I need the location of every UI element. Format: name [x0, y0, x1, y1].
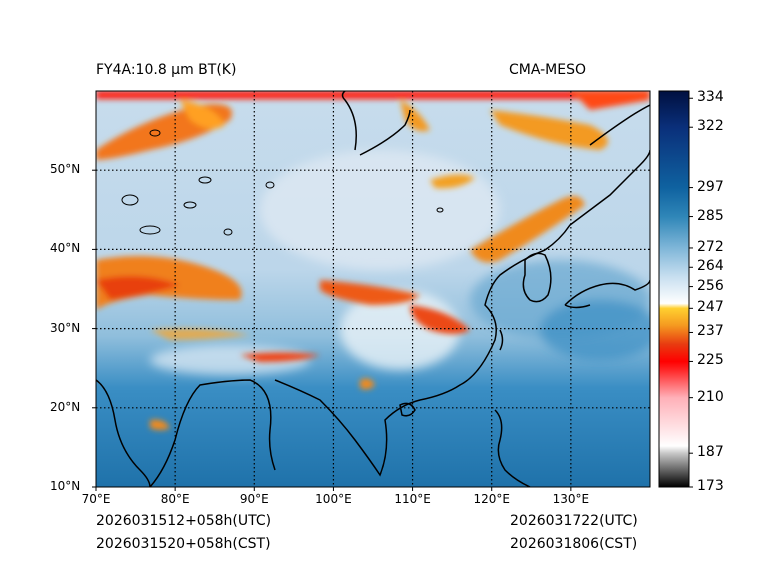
lat-tick-label: 20°N	[50, 399, 81, 414]
lon-tick-label: 80°E	[160, 492, 190, 506]
gridlines	[96, 91, 650, 487]
cold-cloud-tops	[96, 91, 650, 430]
coastlines	[96, 91, 650, 487]
lon-tick-label: 130°E	[552, 492, 590, 506]
colorbar-tick-label: 264	[697, 258, 724, 275]
colorbar-tick-label: 322	[697, 118, 724, 135]
colorbar-tick-label: 297	[697, 178, 724, 195]
chart-title-right: CMA-MESO	[509, 62, 587, 78]
valid-time-cst: 2026031806(CST)	[510, 536, 638, 552]
colorbar-gradient	[659, 91, 689, 487]
lon-tick-label: 90°E	[239, 492, 269, 506]
colorbar-tick-label: 173	[697, 478, 724, 494]
colorbar-tick-marks	[689, 97, 693, 488]
colorbar-tick-label: 247	[697, 299, 724, 316]
colorbar-tick-label: 187	[697, 444, 724, 461]
lon-tick-label: 120°E	[473, 492, 510, 506]
lat-tick-label: 30°N	[50, 320, 81, 335]
map-field	[96, 91, 650, 487]
colorbar-tick-label: 237	[697, 323, 724, 340]
lon-tick-label: 100°E	[315, 492, 352, 506]
colorbar-tick-label: 285	[697, 207, 724, 224]
lon-tick-label: 70°E	[81, 492, 111, 506]
colorbar-tick-label: 272	[697, 238, 724, 255]
map-frame	[95, 90, 651, 488]
valid-time-utc: 2026031722(UTC)	[510, 513, 638, 529]
map-tick-marks	[92, 169, 572, 491]
colorbar-frame	[658, 90, 690, 488]
colorbar-tick-label: 210	[697, 388, 724, 405]
colorbar-tick-label: 256	[697, 277, 724, 294]
chart-title-left: FY4A:10.8 µm BT(K)	[96, 62, 237, 78]
lat-tick-label: 10°N	[50, 479, 81, 493]
lat-tick-label: 50°N	[50, 162, 81, 177]
init-time-cst: 2026031520+058h(CST)	[96, 536, 271, 552]
colorbar-tick-label: 225	[697, 352, 724, 369]
lon-tick-label: 110°E	[394, 492, 431, 506]
lat-tick-label: 40°N	[50, 241, 81, 256]
inland-water-outlines	[121, 129, 444, 236]
init-time-utc: 2026031512+058h(UTC)	[96, 513, 272, 529]
colorbar-tick-label: 334	[697, 89, 724, 106]
mid-cloud-layer	[150, 150, 650, 375]
